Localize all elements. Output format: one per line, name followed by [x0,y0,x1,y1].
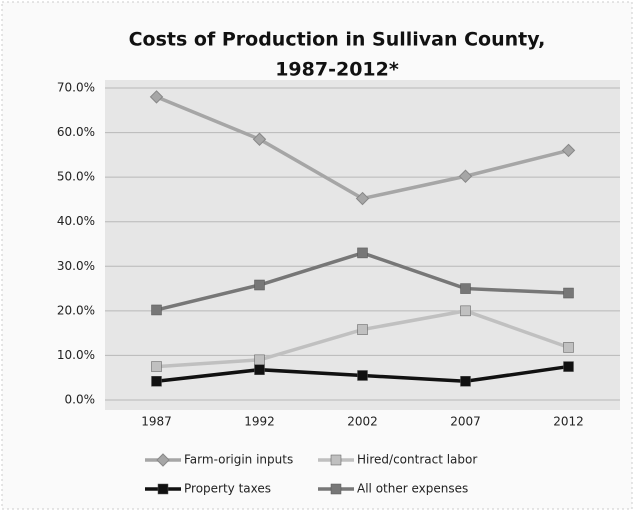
legend-label: All other expenses [357,482,468,496]
data-point [151,361,162,372]
data-point [458,169,473,183]
plot-area [105,80,620,410]
x-tick-label: 1987 [141,415,172,429]
data-point [151,376,162,387]
data-point [254,364,265,375]
x-tick-label: 2007 [450,415,481,429]
y-tick-label: 10.0% [57,348,95,362]
y-tick-label: 40.0% [57,214,95,228]
legend-label: Hired/contract labor [357,453,477,467]
y-tick-label: 30.0% [57,259,95,273]
y-tick-label: 20.0% [57,303,95,317]
x-tick-label: 1992 [244,415,275,429]
legend-marker [156,453,170,467]
data-point [254,279,265,291]
x-tick-label: 2002 [347,415,378,429]
data-point [561,143,576,158]
y-tick-label: 50.0% [57,170,95,184]
data-point [149,90,164,104]
y-tick-label: 60.0% [57,125,95,139]
data-point [357,324,368,335]
data-point [563,287,574,299]
legend-label: Property taxes [184,482,271,496]
data-point [151,304,162,316]
data-point [254,354,265,366]
data-point [563,361,574,372]
data-point [563,342,574,353]
data-point [355,191,370,206]
legend-label: Farm-origin inputs [184,453,293,467]
y-tick-label: 0.0% [65,393,96,407]
data-point [460,376,471,387]
data-point [357,247,368,259]
data-point [460,283,471,294]
chart-title: 1987-2012* [275,59,399,81]
data-point [252,132,267,146]
data-point [460,305,471,317]
x-tick-label: 2012 [553,415,584,429]
y-tick-label: 70.0% [57,81,95,95]
legend-marker [330,483,342,495]
chart-title: Costs of Production in Sullivan County, [129,29,546,51]
data-point [357,370,368,381]
legend-marker [330,454,342,466]
legend-marker [157,483,169,495]
